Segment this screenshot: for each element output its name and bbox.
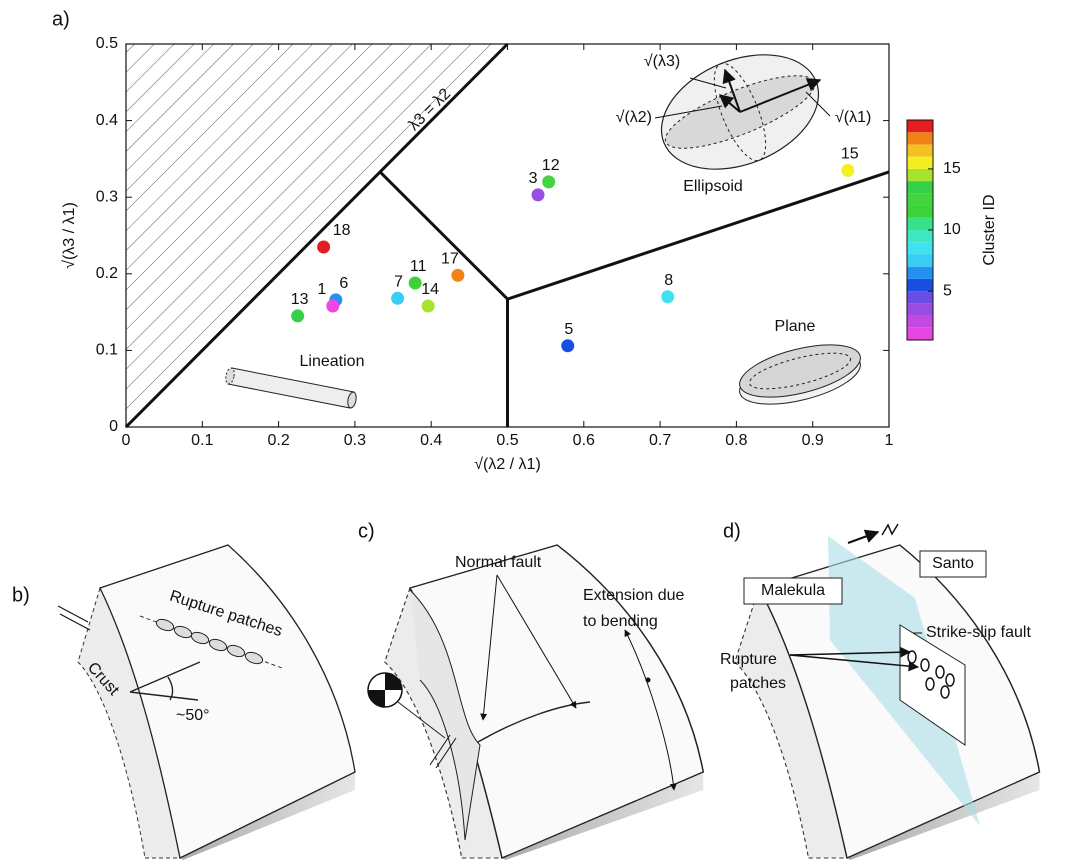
ellipsoid-axis-label: √(λ2) xyxy=(616,109,652,126)
colorbar-cell xyxy=(907,132,933,145)
y-tick-label: 0.4 xyxy=(96,112,118,129)
colorbar-cell xyxy=(907,120,933,133)
point-label: 13 xyxy=(291,291,309,308)
x-tick-label: 0.6 xyxy=(573,432,595,449)
scatter-plot: 0 0.1 0.2 0.3 0.4 0.5 0.6 0.7 0.8 0.9 100.10.20.30… xyxy=(61,35,998,473)
plane-icon xyxy=(739,344,861,405)
x-tick-label: 0.7 xyxy=(649,432,671,449)
point-label: 8 xyxy=(664,272,673,289)
colorbar-cell xyxy=(907,303,933,316)
x-tick-label: 0.1 xyxy=(191,432,213,449)
panel-text: Rupture xyxy=(720,651,777,668)
panel-label: d) xyxy=(723,520,741,542)
panel-label: b) xyxy=(12,584,30,606)
colorbar-cell xyxy=(907,217,933,230)
panel-text: to bending xyxy=(583,613,658,630)
y-tick-label: 0.2 xyxy=(96,265,118,282)
x-tick-label: 0.9 xyxy=(802,432,824,449)
y-axis-label: √(λ3 / λ1) xyxy=(61,202,78,269)
colorbar-label: Cluster ID xyxy=(981,194,998,265)
panel-c: c) Normal fault Extension due to bending xyxy=(358,520,704,860)
ellipsoid-axis-label: √(λ3) xyxy=(644,53,680,70)
colorbar-cell xyxy=(907,144,933,157)
colorbar-tick-label: 10 xyxy=(943,221,961,238)
data-point xyxy=(317,240,331,254)
colorbar-cell xyxy=(907,327,933,340)
point-label: 15 xyxy=(841,146,859,163)
panel-text: ~50° xyxy=(176,707,210,724)
colorbar-tick-label: 15 xyxy=(943,160,961,177)
panel-text: Santo xyxy=(932,555,974,572)
panel-text: Normal fault xyxy=(455,554,542,571)
colorbar-cell xyxy=(907,291,933,304)
point-label: 18 xyxy=(333,222,351,239)
data-point xyxy=(326,299,340,313)
panel-text: Malekula xyxy=(761,582,825,599)
panel-b: b) Rupture patches Crust ~50° xyxy=(12,544,356,860)
boundary-line xyxy=(124,42,509,429)
x-tick-label: 1 xyxy=(885,432,894,449)
point-label: 1 xyxy=(317,281,326,298)
data-point xyxy=(561,339,575,353)
point-label: 14 xyxy=(421,281,439,298)
point-label: 12 xyxy=(542,157,560,174)
data-point xyxy=(421,299,435,313)
region-label: Plane xyxy=(775,318,816,335)
ellipsoid-axis-label: √(λ1) xyxy=(835,109,871,126)
colorbar-cell xyxy=(907,168,933,182)
y-tick-label: 0.3 xyxy=(96,188,118,205)
region-label: Lineation xyxy=(300,353,365,370)
data-point xyxy=(542,175,556,189)
point-label: 7 xyxy=(394,274,403,291)
region-label: Ellipsoid xyxy=(683,178,743,195)
data-point xyxy=(451,268,465,282)
data-point xyxy=(661,290,675,304)
colorbar-cell xyxy=(907,230,933,243)
colorbar-cell xyxy=(907,266,933,279)
panel-text: Extension due xyxy=(583,587,685,604)
colorbar-cell xyxy=(907,193,933,206)
panel-label: c) xyxy=(358,520,375,542)
panel-text: Strike-slip fault xyxy=(926,624,1031,641)
y-tick-label: 0.5 xyxy=(96,35,118,52)
data-point xyxy=(531,188,545,202)
point-label: 3 xyxy=(529,170,538,187)
colorbar-cell xyxy=(907,156,933,169)
x-tick-label: 0.5 xyxy=(496,432,518,449)
colorbar-cell xyxy=(907,278,933,292)
point-label: 6 xyxy=(339,275,348,292)
x-tick-label: 0.4 xyxy=(420,432,442,449)
ellipsoid-inset xyxy=(654,54,831,170)
y-tick-label: 0.1 xyxy=(96,342,118,359)
data-point xyxy=(391,291,405,305)
x-tick-label: 0.8 xyxy=(725,432,747,449)
data-point xyxy=(841,163,855,177)
y-tick-label: 0 xyxy=(109,418,118,435)
data-point xyxy=(291,309,305,323)
colorbar-cell xyxy=(907,181,933,194)
colorbar-cell xyxy=(907,315,933,328)
point-label: 5 xyxy=(564,321,573,338)
lineation-icon xyxy=(225,367,357,409)
x-axis-label: √(λ2 / λ1) xyxy=(474,456,541,473)
colorbar-cell xyxy=(907,205,933,218)
panel-label: a) xyxy=(52,8,70,30)
x-tick-label: 0 xyxy=(122,432,131,449)
colorbar-cell xyxy=(907,242,933,255)
point-label: 17 xyxy=(441,251,459,268)
panel-text: patches xyxy=(730,675,786,692)
colorbar-cell xyxy=(907,254,933,267)
point-label: 11 xyxy=(410,258,427,275)
x-tick-label: 0.2 xyxy=(267,432,289,449)
x-tick-label: 0.3 xyxy=(344,432,366,449)
panel-d: d) Malekula Santo Strike-slip fault Rupt… xyxy=(720,520,1041,860)
colorbar-tick-label: 5 xyxy=(943,282,952,299)
data-point xyxy=(408,276,422,290)
